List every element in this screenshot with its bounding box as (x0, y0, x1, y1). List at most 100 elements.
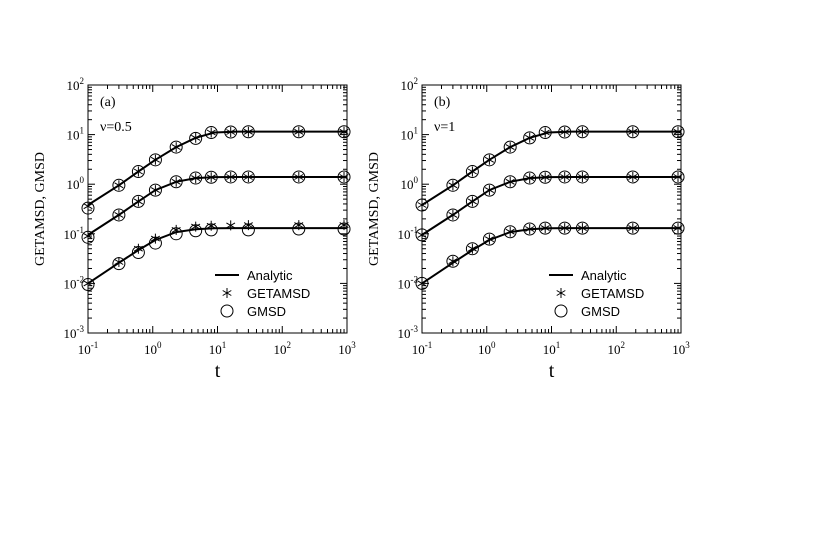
y-tick-label: 10-1 (64, 225, 85, 242)
getamsd-point (133, 166, 143, 177)
getamsd-point (525, 132, 535, 143)
getamsd-point (484, 185, 495, 196)
getamsd-point (191, 132, 201, 143)
gmsd-point (148, 153, 162, 167)
getamsd-point (560, 127, 570, 137)
gmsd-point (204, 223, 218, 237)
x-tick-label: 10-1 (412, 340, 433, 357)
getamsd-point (673, 172, 683, 182)
series-gmsd (415, 125, 685, 290)
gmsd-point (671, 125, 685, 139)
gmsd-point (131, 194, 145, 208)
gmsd-point (415, 276, 429, 290)
getamsd-point (577, 223, 587, 234)
gmsd-point (558, 221, 572, 235)
legend-label: GMSD (581, 304, 620, 319)
gmsd-point (446, 208, 460, 222)
gmsd-point (224, 125, 238, 139)
getamsd-point (150, 154, 161, 165)
gmsd-point (626, 221, 640, 235)
gmsd-point (241, 223, 255, 237)
gmsd-point (292, 170, 306, 184)
legend-label: Analytic (247, 268, 293, 283)
getamsd-point (339, 126, 349, 137)
getamsd-point (577, 172, 587, 182)
gmsd-point (523, 222, 537, 236)
x-tick-label: 100 (144, 340, 162, 357)
gmsd-point (169, 227, 183, 241)
getamsd-point (243, 172, 253, 182)
getamsd-point (540, 127, 550, 138)
getamsd-point (467, 166, 477, 177)
gmsd-point (465, 165, 479, 179)
series-gmsd (81, 125, 351, 292)
getamsd-point (339, 172, 349, 182)
x-tick-label: 101 (543, 340, 561, 357)
gmsd-point (558, 125, 572, 139)
getamsd-point (150, 185, 161, 196)
getamsd-point (448, 209, 458, 220)
getamsd-point (448, 180, 458, 191)
gmsd-point (189, 131, 203, 145)
gmsd-point (241, 170, 255, 184)
x-tick-label: 102 (608, 340, 626, 357)
gmsd-point (446, 254, 460, 268)
gmsd-point (337, 222, 351, 236)
getamsd-point (83, 201, 93, 212)
getamsd-point (294, 126, 304, 137)
y-tick-label: 10-1 (398, 225, 419, 242)
gmsd-point (482, 232, 496, 246)
y-tick-label: 101 (401, 126, 419, 143)
getamsd-point (171, 176, 181, 187)
gmsd-point (292, 222, 306, 236)
legend-circle-swatch (220, 304, 234, 318)
gmsd-point (538, 126, 552, 140)
getamsd-point (467, 196, 477, 207)
gmsd-point (148, 236, 162, 250)
gmsd-point (626, 170, 640, 184)
y-tick-label: 100 (67, 175, 85, 192)
getamsd-point (577, 126, 587, 137)
legend-label: Analytic (581, 268, 627, 283)
gmsd-point (112, 178, 126, 192)
x-tick-label: 10-1 (78, 340, 99, 357)
gmsd-point (558, 170, 572, 184)
gmsd-point (292, 125, 306, 139)
gmsd-point (465, 242, 479, 256)
x-axis-title: t (549, 360, 555, 382)
getamsd-point (417, 278, 427, 289)
getamsd-point (628, 172, 638, 182)
gmsd-point (241, 125, 255, 139)
getamsd-point (560, 223, 570, 234)
getamsd-point (206, 127, 216, 138)
getamsd-point (505, 176, 515, 187)
getamsd-point (448, 256, 458, 267)
gmsd-point (131, 245, 145, 259)
gmsd-point (575, 170, 589, 184)
getamsd-point (525, 173, 535, 184)
getamsd-point (505, 142, 515, 153)
getamsd-point (191, 221, 201, 232)
gmsd-point (204, 126, 218, 140)
getamsd-point (150, 233, 161, 244)
getamsd-point (560, 172, 570, 182)
getamsd-point (191, 173, 201, 184)
x-tick-label: 103 (338, 340, 356, 357)
gmsd-point (503, 225, 517, 239)
y-tick-label: 101 (67, 126, 85, 143)
gmsd-point (482, 183, 496, 197)
gmsd-point (538, 221, 552, 235)
gmsd-point (224, 170, 238, 184)
gmsd-point (538, 170, 552, 184)
panel-label: (b) (434, 95, 451, 110)
gmsd-point (81, 201, 95, 215)
getamsd-point (133, 196, 143, 207)
y-axis-title: GETAMSD, GMSD (33, 152, 48, 266)
getamsd-point (540, 172, 550, 183)
getamsd-point (417, 229, 427, 240)
getamsd-point (83, 231, 93, 242)
gmsd-point (169, 175, 183, 189)
getamsd-point (226, 127, 236, 137)
gmsd-point (671, 170, 685, 184)
